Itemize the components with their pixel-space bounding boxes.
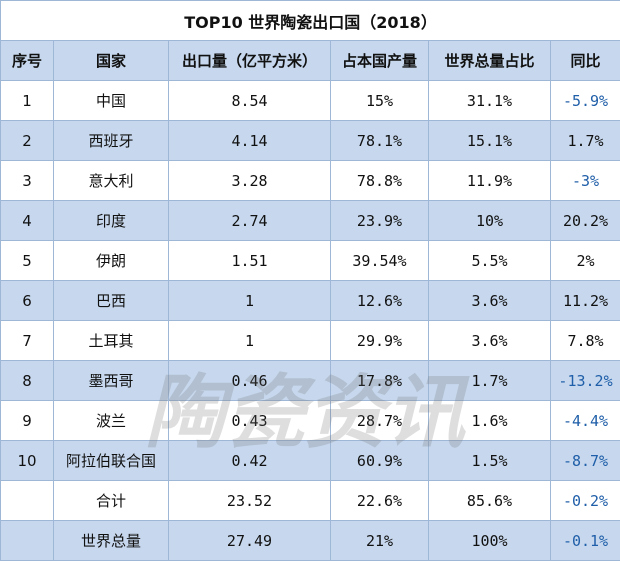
cell-rank: 8	[0, 360, 54, 401]
cell-share-domestic: 60.9%	[330, 440, 429, 481]
header-share-domestic: 占本国产量	[330, 40, 429, 81]
cell-export: 2.74	[168, 200, 331, 241]
cell-country: 意大利	[53, 160, 169, 201]
cell-export: 3.28	[168, 160, 331, 201]
cell-share-world: 1.5%	[428, 440, 551, 481]
header-export: 出口量（亿平方米）	[168, 40, 331, 81]
cell-export: 1	[168, 320, 331, 361]
cell-rank: 5	[0, 240, 54, 281]
table-row: 世界总量 27.49 21% 100% -0.1%	[0, 520, 620, 561]
cell-share-world: 1.6%	[428, 400, 551, 441]
cell-export: 27.49	[168, 520, 331, 561]
cell-share-world: 5.5%	[428, 240, 551, 281]
cell-share-domestic: 17.8%	[330, 360, 429, 401]
cell-share-domestic: 29.9%	[330, 320, 429, 361]
cell-country: 世界总量	[53, 520, 169, 561]
cell-export: 4.14	[168, 120, 331, 161]
cell-yoy: -0.1%	[549, 520, 620, 561]
cell-rank	[0, 480, 54, 521]
cell-country: 合计	[53, 480, 169, 521]
cell-rank: 7	[0, 320, 54, 361]
table-body: 1 中国 8.54 15% 31.1% -5.9% 2 西班牙 4.14 78.1% 15.1% 1.…	[0, 80, 620, 561]
cell-share-domestic: 12.6%	[330, 280, 429, 321]
cell-rank: 6	[0, 280, 54, 321]
cell-country: 土耳其	[53, 320, 169, 361]
cell-share-domestic: 21%	[330, 520, 429, 561]
cell-export: 1.51	[168, 240, 331, 281]
table-row: 2 西班牙 4.14 78.1% 15.1% 1.7%	[0, 120, 620, 161]
table-row: 7 土耳其 1 29.9% 3.6% 7.8%	[0, 320, 620, 361]
cell-rank: 10	[0, 440, 54, 481]
cell-country: 西班牙	[53, 120, 169, 161]
cell-country: 墨西哥	[53, 360, 169, 401]
cell-export: 8.54	[168, 80, 331, 121]
cell-export: 1	[168, 280, 331, 321]
cell-rank: 1	[0, 80, 54, 121]
cell-yoy: 20.2%	[549, 200, 620, 241]
cell-share-domestic: 28.7%	[330, 400, 429, 441]
cell-export: 0.42	[168, 440, 331, 481]
cell-rank: 4	[0, 200, 54, 241]
cell-country: 波兰	[53, 400, 169, 441]
cell-yoy: -13.2%	[549, 360, 620, 401]
cell-country: 阿拉伯联合国	[53, 440, 169, 481]
header-row: 序号 国家 出口量（亿平方米） 占本国产量 世界总量占比 同比	[0, 40, 620, 81]
table-row: 1 中国 8.54 15% 31.1% -5.9%	[0, 80, 620, 121]
cell-yoy: -0.2%	[549, 480, 620, 521]
cell-share-world: 85.6%	[428, 480, 551, 521]
cell-country: 印度	[53, 200, 169, 241]
cell-rank	[0, 520, 54, 561]
cell-export: 0.46	[168, 360, 331, 401]
cell-share-domestic: 78.1%	[330, 120, 429, 161]
cell-share-world: 1.7%	[428, 360, 551, 401]
cell-share-domestic: 22.6%	[330, 480, 429, 521]
cell-share-world: 11.9%	[428, 160, 551, 201]
table-row: 合计 23.52 22.6% 85.6% -0.2%	[0, 480, 620, 521]
cell-country: 中国	[53, 80, 169, 121]
header-rank: 序号	[0, 40, 54, 81]
header-country: 国家	[53, 40, 169, 81]
cell-share-world: 3.6%	[428, 280, 551, 321]
cell-share-world: 31.1%	[428, 80, 551, 121]
cell-yoy: 1.7%	[549, 120, 620, 161]
table-row: 5 伊朗 1.51 39.54% 5.5% 2%	[0, 240, 620, 281]
cell-yoy: 7.8%	[549, 320, 620, 361]
cell-rank: 2	[0, 120, 54, 161]
cell-export: 0.43	[168, 400, 331, 441]
table-row: 9 波兰 0.43 28.7% 1.6% -4.4%	[0, 400, 620, 441]
cell-share-world: 10%	[428, 200, 551, 241]
table-row: 8 墨西哥 0.46 17.8% 1.7% -13.2%	[0, 360, 620, 401]
table-row: 10 阿拉伯联合国 0.42 60.9% 1.5% -8.7%	[0, 440, 620, 481]
cell-yoy: -5.9%	[549, 80, 620, 121]
cell-share-world: 15.1%	[428, 120, 551, 161]
cell-yoy: 2%	[549, 240, 620, 281]
cell-share-domestic: 23.9%	[330, 200, 429, 241]
cell-share-domestic: 39.54%	[330, 240, 429, 281]
cell-share-domestic: 15%	[330, 80, 429, 121]
table-title: TOP10 世界陶瓷出口国（2018）	[0, 0, 620, 41]
table-row: 6 巴西 1 12.6% 3.6% 11.2%	[0, 280, 620, 321]
cell-country: 伊朗	[53, 240, 169, 281]
cell-rank: 9	[0, 400, 54, 441]
header-yoy: 同比	[549, 40, 620, 81]
cell-yoy: 11.2%	[549, 280, 620, 321]
cell-yoy: -4.4%	[549, 400, 620, 441]
cell-yoy: -3%	[549, 160, 620, 201]
cell-yoy: -8.7%	[549, 440, 620, 481]
table-row: 3 意大利 3.28 78.8% 11.9% -3%	[0, 160, 620, 201]
cell-rank: 3	[0, 160, 54, 201]
header-share-world: 世界总量占比	[428, 40, 551, 81]
cell-share-world: 3.6%	[428, 320, 551, 361]
cell-export: 23.52	[168, 480, 331, 521]
cell-share-world: 100%	[428, 520, 551, 561]
cell-share-domestic: 78.8%	[330, 160, 429, 201]
table-row: 4 印度 2.74 23.9% 10% 20.2%	[0, 200, 620, 241]
cell-country: 巴西	[53, 280, 169, 321]
